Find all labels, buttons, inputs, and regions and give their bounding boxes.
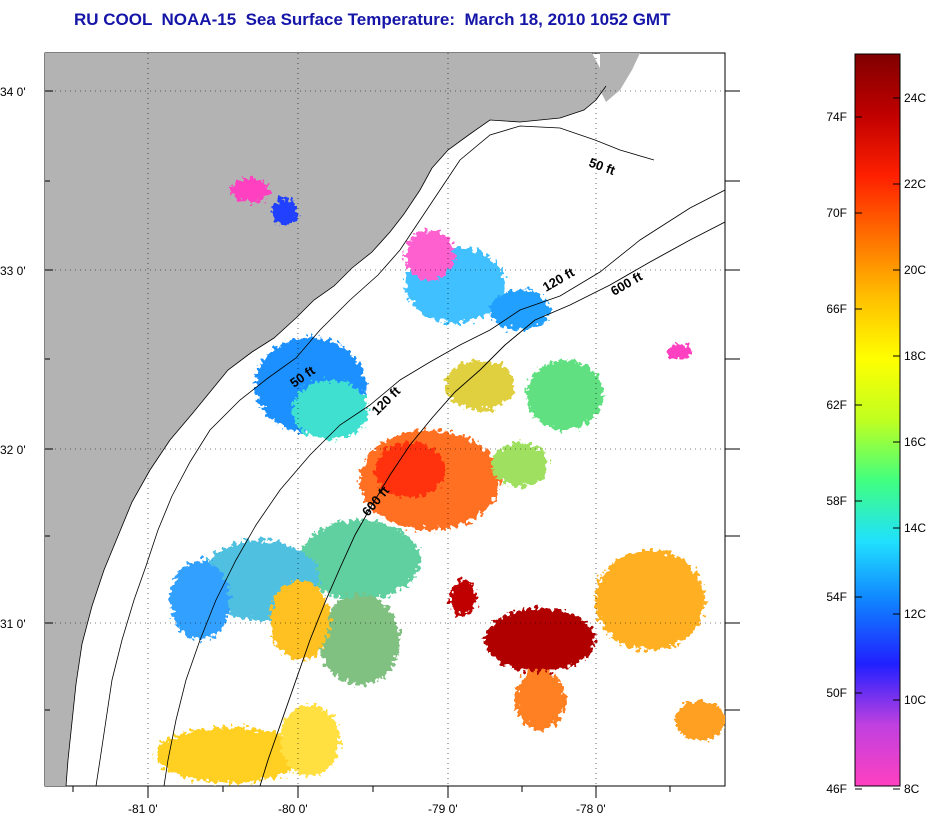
colorbar-f-label: 74F [826, 110, 847, 124]
sst-patch [445, 360, 515, 410]
colorbar-c-label: 20C [904, 263, 926, 277]
sst-patch [492, 443, 548, 487]
sst-patch [515, 670, 565, 730]
colorbar-f-label: 62F [826, 398, 847, 412]
sst-patch [273, 198, 297, 226]
colorbar-f-label: 70F [826, 206, 847, 220]
lon-label-78: -78 0' [576, 802, 606, 816]
sst-patch [675, 700, 725, 740]
colorbar-c-label: 8C [904, 782, 920, 796]
isobath-120ft [163, 189, 725, 786]
sst-patch [485, 608, 595, 672]
coastline [65, 85, 607, 786]
sst-patch [280, 705, 340, 775]
sst-patch [668, 344, 692, 360]
colorbar-f-label: 66F [826, 302, 847, 316]
lat-label-31: 31 0' [0, 617, 26, 631]
colorbar-f-label: 46F [826, 782, 847, 796]
colorbar [854, 53, 901, 787]
sst-data-layer [155, 178, 725, 783]
colorbar-c-label: 22C [904, 177, 926, 191]
colorbar-c-label: 18C [904, 349, 926, 363]
lat-label-32: 32 0' [0, 443, 26, 457]
lon-label-80: -80 0' [278, 802, 308, 816]
sst-patch [320, 595, 400, 685]
sst-patch [155, 727, 305, 783]
sst-patch [292, 380, 368, 440]
colorbar-c-label: 10C [904, 693, 926, 707]
colorbar-f-label: 54F [826, 590, 847, 604]
sst-patch [300, 520, 420, 600]
land-mass [45, 53, 606, 786]
colorbar-fahrenheit-labels: 74F 70F 66F 62F 58F 54F 50F 46F [826, 110, 847, 796]
colorbar-ticks [855, 97, 900, 790]
colorbar-c-label: 24C [904, 91, 926, 105]
sst-patch [270, 580, 330, 660]
sst-patch [170, 560, 230, 640]
lat-label-33: 33 0' [0, 264, 26, 278]
sst-patch [595, 550, 705, 650]
lat-label-34: 34 0' [0, 85, 26, 99]
sst-patch [375, 442, 445, 498]
axis-ticks [45, 90, 740, 798]
sst-patch [230, 178, 270, 202]
colorbar-celsius-labels: 24C 22C 20C 18C 16C 14C 12C 10C 8C [904, 91, 926, 796]
colorbar-f-label: 50F [826, 686, 847, 700]
isobath-50ft [95, 125, 655, 786]
land-outer-banks [600, 53, 640, 102]
colorbar-f-label: 58F [826, 494, 847, 508]
sst-patch [527, 360, 603, 430]
lon-label-79: -79 0' [428, 802, 458, 816]
lon-label-81: -81 0' [128, 802, 158, 816]
map-title: RU COOL NOAA-15 Sea Surface Temperature:… [74, 10, 671, 29]
isobath-600ft [259, 221, 725, 786]
graticule [45, 53, 725, 786]
colorbar-c-label: 12C [904, 607, 926, 621]
colorbar-c-label: 16C [904, 435, 926, 449]
sst-patch [405, 230, 455, 280]
sst-patch [449, 580, 477, 616]
colorbar-c-label: 14C [904, 521, 926, 535]
